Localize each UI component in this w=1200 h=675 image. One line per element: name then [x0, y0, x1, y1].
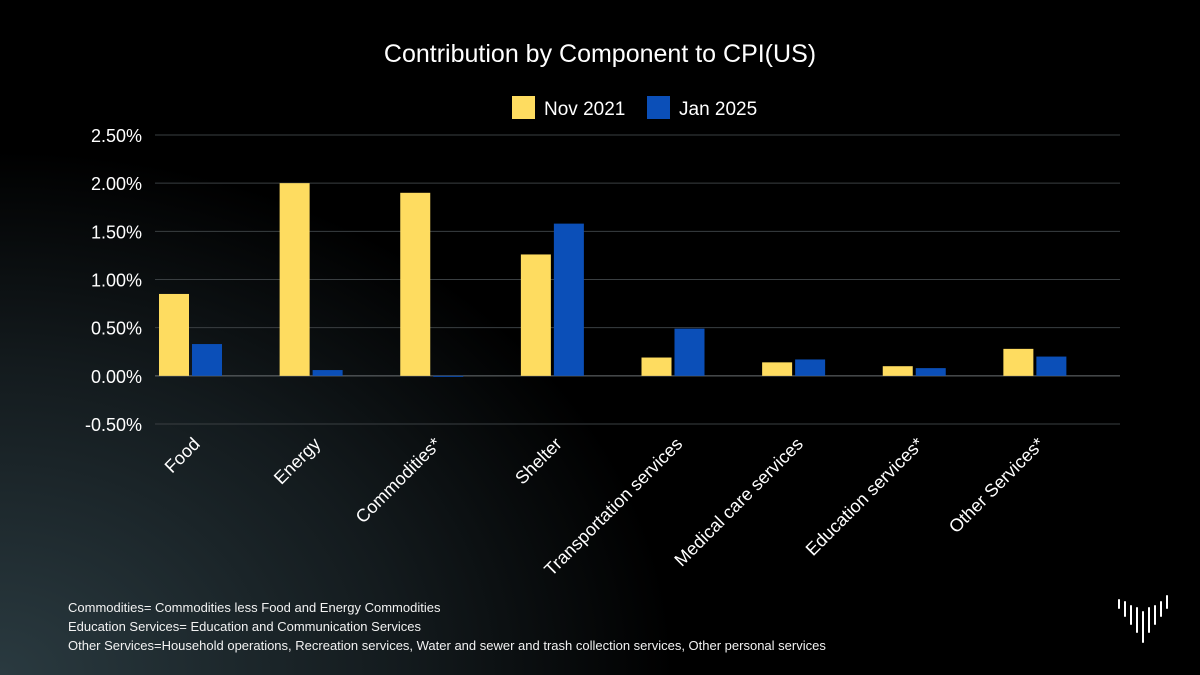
- footnote-education-services: Education Services= Education and Commun…: [68, 619, 421, 634]
- bar-jan-2025-shelter: [553, 223, 584, 376]
- bar-nov-2021-transportation-services: [641, 357, 672, 376]
- y-tick-label: 2.50%: [91, 126, 142, 146]
- bar-nov-2021-education-services: [882, 366, 913, 376]
- legend: Nov 2021 Jan 2025: [512, 96, 757, 120]
- x-tick-label-shelter: Shelter: [511, 434, 565, 488]
- bar-jan-2025-medical-care-services: [795, 359, 826, 376]
- x-tick-label-education-services: Education services*: [802, 434, 928, 560]
- legend-label-jan-2025: Jan 2025: [679, 99, 757, 120]
- bars: [159, 183, 1067, 377]
- bar-jan-2025-food: [192, 344, 222, 376]
- bar-nov-2021-food: [159, 293, 189, 376]
- y-tick-label: -0.50%: [85, 415, 142, 435]
- legend-swatch-nov-2021: [512, 96, 535, 119]
- bar-jan-2025-commodities: [433, 375, 464, 377]
- x-tick-label-transportation-services: Transportation services: [540, 434, 686, 580]
- cpi-contribution-chart: Contribution by Component to CPI(US) Nov…: [85, 40, 1120, 580]
- bar-nov-2021-commodities: [400, 192, 431, 376]
- y-tick-label: 0.00%: [91, 367, 142, 387]
- bar-nov-2021-medical-care-services: [762, 362, 793, 376]
- y-tick-label: 0.50%: [91, 319, 142, 339]
- chart-title: Contribution by Component to CPI(US): [384, 40, 816, 68]
- x-axis: Food Energy Commodities* ShelterTransportat…: [161, 434, 1049, 580]
- x-tick-label-energy: Energy: [270, 434, 324, 488]
- bar-nov-2021-other-services: [1003, 348, 1034, 376]
- x-tick-label-medical-care-services: Medical care services: [670, 434, 807, 571]
- x-tick-label-other-services: Other Services*: [945, 434, 1048, 537]
- bar-nov-2021-shelter: [520, 254, 551, 376]
- legend-swatch-jan-2025: [647, 96, 670, 119]
- bar-jan-2025-energy: [312, 370, 343, 376]
- bar-nov-2021-energy: [279, 183, 310, 376]
- bar-jan-2025-other-services: [1036, 356, 1067, 376]
- brand-logo-icon: [1118, 595, 1168, 643]
- x-tick-label-food: Food: [161, 434, 204, 477]
- footnote-other-services: Other Services=Household operations, Rec…: [68, 638, 826, 653]
- bar-jan-2025-transportation-services: [674, 328, 705, 376]
- y-axis: 2.50% 2.00% 1.50% 1.00% 0.50% 0.00% -0.50%: [85, 126, 142, 435]
- footnote-commodities: Commodities= Commodities less Food and E…: [68, 600, 441, 615]
- bar-jan-2025-education-services: [915, 368, 946, 376]
- footnotes: Commodities= Commodities less Food and E…: [68, 598, 826, 655]
- legend-label-nov-2021: Nov 2021: [544, 99, 625, 120]
- x-tick-label-commodities: Commodities*: [352, 434, 445, 527]
- y-tick-label: 1.00%: [91, 271, 142, 291]
- y-tick-label: 1.50%: [91, 222, 142, 242]
- y-tick-label: 2.00%: [91, 174, 142, 194]
